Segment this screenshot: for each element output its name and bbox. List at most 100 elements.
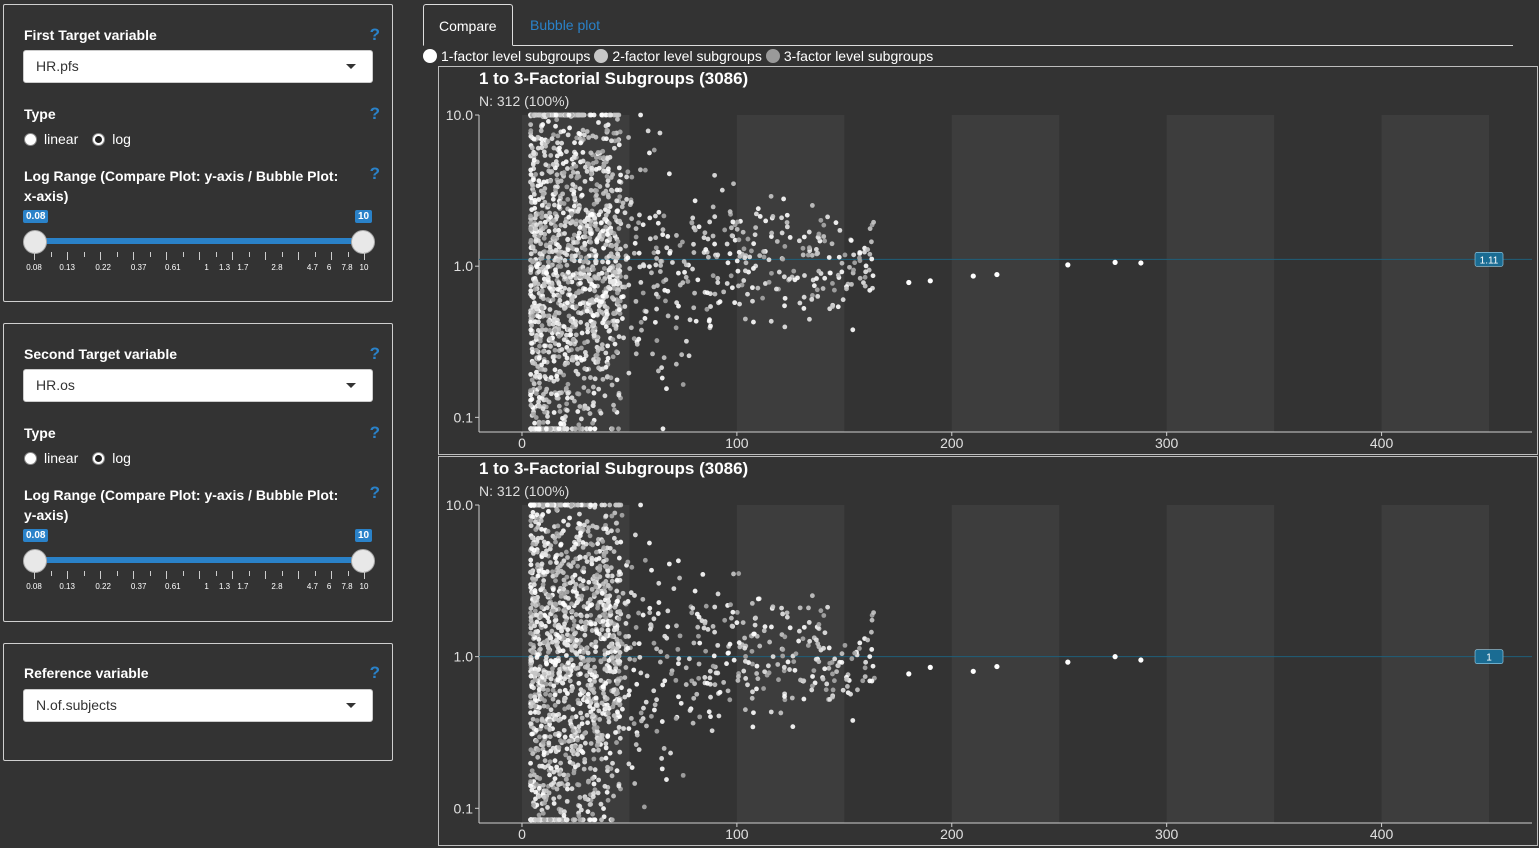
data-point — [807, 638, 813, 644]
data-point — [587, 704, 593, 709]
slider-max-handle[interactable] — [351, 549, 375, 573]
data-point — [725, 650, 731, 656]
data-point — [559, 561, 565, 566]
data-point — [561, 518, 567, 524]
data-point — [626, 370, 632, 376]
data-point — [809, 252, 815, 258]
data-point — [781, 274, 787, 280]
scatter-plot-second-target[interactable]: 1 to 3-Factorial Subgroups (3086)N: 312 … — [439, 457, 1537, 845]
second-range-help-icon[interactable]: ? — [369, 483, 380, 502]
data-point — [591, 592, 597, 597]
second-range-slider[interactable]: 0.08 10 0.08 0.13 0.22 0.37 0.61 1 1.3 1.7 2.8 4.… — [23, 527, 375, 597]
data-point — [639, 327, 644, 333]
data-point — [558, 178, 564, 184]
scatter-plot-first-target[interactable]: 1 to 3-Factorial Subgroups (3086)N: 312 … — [439, 67, 1537, 454]
data-point — [530, 649, 536, 655]
data-point — [593, 258, 598, 264]
data-point — [572, 572, 578, 578]
data-point — [544, 386, 550, 392]
data-point — [528, 288, 534, 294]
data-point — [729, 285, 735, 291]
data-point — [592, 426, 598, 432]
first-range-slider[interactable]: 0.08 10 0.08 0.13 0.22 0.37 0.61 1 1.3 1.7 2.8 4.… — [23, 208, 375, 278]
data-point — [528, 167, 534, 173]
data-point — [543, 327, 549, 333]
data-point — [611, 793, 616, 799]
second-type-radio-log[interactable]: log — [92, 450, 131, 466]
first-target-select[interactable]: HR.pfs — [23, 50, 373, 83]
legend-item-3-factor[interactable]: 3-factor level subgroups — [765, 48, 933, 64]
data-point — [728, 273, 734, 279]
data-point — [599, 220, 604, 226]
data-point — [826, 255, 832, 260]
data-point — [638, 279, 644, 285]
reference-help-icon[interactable]: ? — [369, 663, 380, 682]
data-point — [586, 161, 592, 167]
data-point — [570, 182, 576, 187]
data-point — [601, 636, 607, 642]
data-point — [835, 272, 841, 278]
compare-plot-top[interactable]: 1 to 3-Factorial Subgroups (3086) N: 312 … — [438, 66, 1538, 455]
data-point — [553, 602, 559, 608]
data-point — [529, 396, 535, 402]
data-point — [551, 410, 557, 415]
data-point — [544, 724, 549, 730]
data-point — [570, 337, 576, 343]
data-point — [563, 653, 569, 658]
first-type-help-icon[interactable]: ? — [369, 104, 380, 123]
second-target-select[interactable]: HR.os — [23, 369, 373, 402]
data-point — [742, 316, 748, 322]
data-point — [598, 801, 604, 807]
slider-min-handle[interactable] — [23, 230, 47, 254]
data-point — [594, 617, 600, 623]
legend-item-1-factor[interactable]: 1-factor level subgroups — [423, 48, 590, 64]
tab-compare[interactable]: Compare — [423, 4, 513, 46]
first-type-radio-linear[interactable]: linear — [24, 131, 78, 147]
slider-max-handle[interactable] — [351, 230, 375, 254]
data-point — [606, 328, 612, 334]
data-point — [766, 670, 772, 676]
data-point — [535, 134, 541, 140]
data-point — [994, 663, 1000, 670]
legend-item-2-factor[interactable]: 2-factor level subgroups — [594, 48, 762, 64]
data-point — [539, 202, 545, 208]
data-point — [529, 535, 535, 541]
data-point — [665, 233, 671, 239]
data-point — [616, 783, 622, 789]
data-point — [697, 640, 703, 646]
slider-tick — [67, 571, 68, 579]
data-point — [582, 366, 588, 372]
data-point — [609, 426, 615, 432]
first-target-help-icon[interactable]: ? — [369, 25, 380, 44]
data-point — [740, 229, 746, 235]
data-point — [673, 716, 679, 721]
data-point — [598, 599, 604, 605]
data-point — [708, 714, 713, 720]
slider-min-handle[interactable] — [23, 549, 47, 573]
first-range-help-icon[interactable]: ? — [369, 164, 380, 183]
data-point — [588, 621, 594, 627]
data-point — [537, 705, 542, 710]
data-point — [528, 213, 533, 219]
data-point — [577, 404, 583, 409]
data-point — [569, 715, 575, 721]
reference-select[interactable]: N.of.subjects — [23, 689, 373, 722]
second-target-help-icon[interactable]: ? — [369, 344, 380, 363]
data-point — [616, 165, 622, 171]
data-point — [850, 327, 856, 333]
compare-plot-bottom[interactable]: 1 to 3-Factorial Subgroups (3086) N: 312 … — [438, 456, 1538, 846]
data-point — [751, 319, 756, 325]
second-type-help-icon[interactable]: ? — [369, 423, 380, 442]
data-point — [591, 400, 596, 406]
data-point — [556, 232, 562, 238]
second-type-radio-linear[interactable]: linear — [24, 450, 78, 466]
first-type-radio-log[interactable]: log — [92, 131, 131, 147]
data-point — [528, 693, 534, 699]
data-point — [600, 320, 606, 326]
tab-bubble-plot[interactable]: Bubble plot — [530, 17, 601, 33]
data-point — [546, 228, 552, 234]
slider-min-badge: 0.08 — [23, 529, 49, 542]
data-point — [528, 283, 534, 289]
data-point — [584, 673, 590, 679]
data-point — [710, 663, 716, 669]
